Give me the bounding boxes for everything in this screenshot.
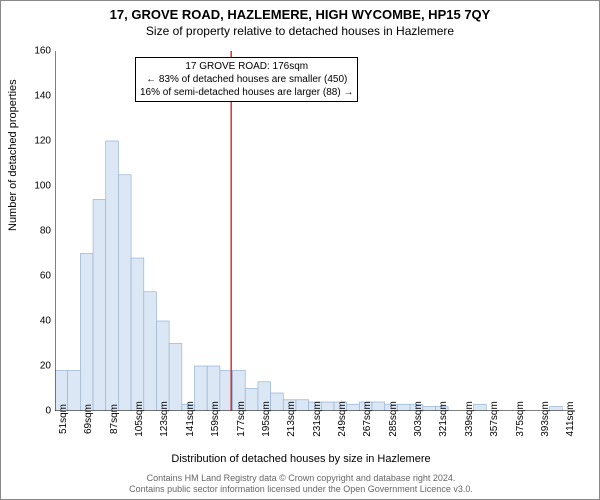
histogram-bar bbox=[195, 366, 208, 411]
y-tick-label: 20 bbox=[21, 361, 51, 372]
histogram-bar bbox=[372, 402, 385, 411]
histogram-bar bbox=[106, 141, 119, 411]
x-tick-label: 177sqm bbox=[236, 401, 247, 437]
y-tick-label: 40 bbox=[21, 316, 51, 327]
histogram-bar bbox=[423, 407, 436, 412]
x-tick-label: 195sqm bbox=[261, 401, 272, 437]
y-tick-label: 120 bbox=[21, 136, 51, 147]
histogram-bar bbox=[271, 393, 284, 411]
histogram-bar bbox=[321, 402, 334, 411]
y-tick-label: 140 bbox=[21, 91, 51, 102]
y-axis-label: Number of detached properties bbox=[7, 79, 19, 231]
histogram-bar bbox=[474, 404, 487, 411]
chart-container: 17, GROVE ROAD, HAZLEMERE, HIGH WYCOMBE,… bbox=[0, 0, 600, 500]
x-tick-label: 231sqm bbox=[312, 401, 323, 437]
x-tick-label: 123sqm bbox=[159, 401, 170, 437]
y-tick-label: 160 bbox=[21, 46, 51, 57]
chart-subtitle: Size of property relative to detached ho… bbox=[1, 22, 599, 42]
histogram-bar bbox=[245, 389, 258, 412]
histogram-bar bbox=[144, 292, 157, 411]
annotation-line2: ← 83% of detached houses are smaller (45… bbox=[140, 73, 353, 86]
x-axis-label: Distribution of detached houses by size … bbox=[1, 453, 600, 465]
histogram-bar bbox=[397, 404, 410, 411]
plot-svg bbox=[55, 51, 575, 411]
x-tick-label: 303sqm bbox=[413, 401, 424, 437]
histogram-bar bbox=[296, 400, 309, 411]
footer-line2: Contains public sector information licen… bbox=[1, 484, 600, 495]
y-tick-label: 60 bbox=[21, 271, 51, 282]
x-tick-label: 339sqm bbox=[464, 401, 475, 437]
x-tick-label: 393sqm bbox=[540, 401, 551, 437]
footer-attribution: Contains HM Land Registry data © Crown c… bbox=[1, 473, 600, 495]
x-tick-label: 105sqm bbox=[134, 401, 145, 437]
annotation-line3: 16% of semi-detached houses are larger (… bbox=[140, 86, 353, 99]
histogram-bar bbox=[80, 254, 93, 412]
x-tick-label: 159sqm bbox=[210, 401, 221, 437]
chart-title: 17, GROVE ROAD, HAZLEMERE, HIGH WYCOMBE,… bbox=[1, 1, 599, 22]
x-tick-label: 213sqm bbox=[286, 401, 297, 437]
plot-wrapper: 020406080100120140160 51sqm69sqm87sqm105… bbox=[55, 51, 575, 411]
histogram-bar bbox=[93, 200, 106, 412]
y-tick-label: 0 bbox=[21, 406, 51, 417]
annotation-box: 17 GROVE ROAD: 176sqm ← 83% of detached … bbox=[135, 57, 358, 102]
x-tick-label: 87sqm bbox=[109, 404, 120, 434]
histogram-bar bbox=[156, 321, 169, 411]
histogram-bar bbox=[169, 344, 182, 412]
x-tick-label: 285sqm bbox=[388, 401, 399, 437]
annotation-line1: 17 GROVE ROAD: 176sqm bbox=[140, 60, 353, 73]
x-tick-label: 69sqm bbox=[83, 404, 94, 434]
y-tick-label: 80 bbox=[21, 226, 51, 237]
x-tick-label: 375sqm bbox=[515, 401, 526, 437]
histogram-bar bbox=[68, 371, 81, 412]
x-tick-label: 249sqm bbox=[337, 401, 348, 437]
histogram-bar bbox=[347, 404, 360, 411]
x-tick-label: 141sqm bbox=[185, 401, 196, 437]
x-tick-label: 51sqm bbox=[58, 404, 69, 434]
histogram-bar bbox=[550, 407, 563, 412]
x-tick-label: 267sqm bbox=[362, 401, 373, 437]
footer-line1: Contains HM Land Registry data © Crown c… bbox=[1, 473, 600, 484]
histogram-bar bbox=[118, 175, 131, 411]
y-tick-label: 100 bbox=[21, 181, 51, 192]
x-tick-label: 357sqm bbox=[489, 401, 500, 437]
x-tick-label: 321sqm bbox=[438, 401, 449, 437]
x-tick-label: 411sqm bbox=[565, 402, 576, 437]
histogram-bar bbox=[131, 258, 144, 411]
